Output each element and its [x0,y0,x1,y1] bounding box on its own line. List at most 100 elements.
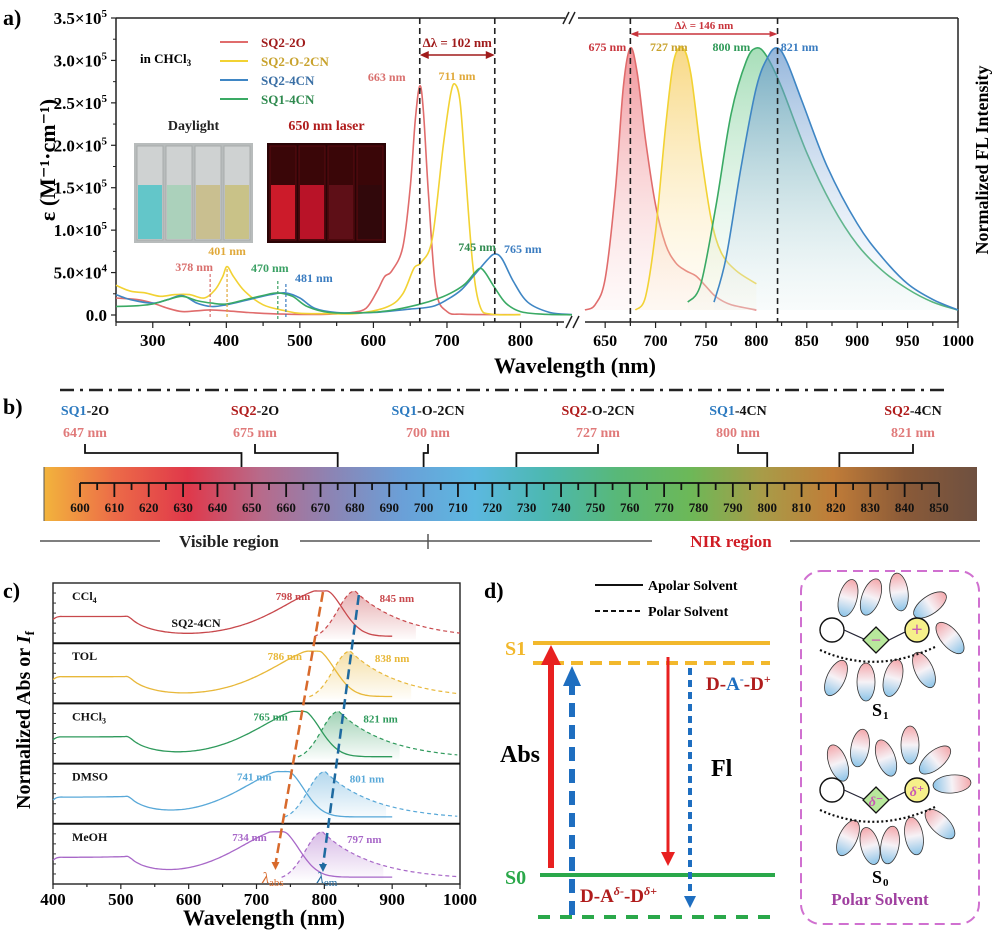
compound-wavelength: 800 nm [716,426,760,441]
acceptor-diamond [862,626,890,654]
region-labels: Visible region NIR region [40,532,980,551]
c-x-tick-label: 400 [40,890,66,909]
solvatochromism-plot: CCl4 798 nm 845 nm SQ2-4CN TOL 786 nm 838 nm CH… [40,582,477,909]
c-x-tick-label: 800 [312,890,338,909]
x-tick-label: 750 [694,333,718,350]
dipole-ellipse [837,579,859,617]
acceptor-charge: − [871,630,881,650]
dipole-ellipse [918,745,952,775]
marker-connector [515,444,599,467]
legend-label: SQ1-4CN [261,92,315,107]
right-x-axis: 650 700 750 800 850 900 950 1000 [593,322,974,350]
s1-label: S1 [505,638,526,660]
marker-connector [422,444,429,467]
emission-shift-label: Δλ = 146 nm [675,20,734,32]
panel-a-label: a) [3,5,21,30]
ground-species: D-Aδ--Dδ+ [580,884,657,907]
x-tick-label: 800 [508,331,534,350]
y-axis-label-right: Normalized FL Intensity [972,66,992,255]
emission-fill-chcl3 [297,711,400,760]
emission-curve-sq2-4cn [713,47,959,311]
emission-fill-sq2-4cn [714,47,958,311]
x-tick-label: 1000 [942,333,974,350]
compound-name: SQ1-4CN [709,404,767,419]
legend-label: SQ2-2O [261,35,306,50]
solvent-dipole [882,659,904,697]
dipole-ellipse [900,725,920,765]
emission-peak-label: 727 nm [650,40,688,54]
s0-label: S0 [505,867,526,889]
absorption-peak-label: 745 nm [458,240,496,254]
x-tick-label: 700 [434,331,460,350]
absorption-peak-label: 798 nm [276,591,311,603]
scale-tick-label: 850 [929,500,949,515]
emission-fill-tol [309,651,412,700]
vial-solution [167,185,191,239]
solvent-dipole [918,745,952,775]
legend: SQ2-2O SQ2-O-2CN SQ2-4CN SQ1-4CN [220,35,330,107]
absorption-peak-label: 663 nm [368,70,406,84]
solvent-dipole [880,825,900,865]
scale-tick-label: 680 [345,500,365,515]
panel-b: b) 600 610 620 630 640 650 660 670 680 690 700 710 7… [3,388,980,551]
solvent-note: in CHCl3 [140,51,192,68]
donor-circle-left [819,777,845,803]
polar-solvent-box [800,570,980,925]
panel-a: a) 0.0 5.0×104 1.0×105 1.5×105 2.0×105 2.5×10… [3,5,992,378]
solvent-dipole [859,578,883,616]
absorption-peak-label: 734 nm [232,832,267,844]
y-tick-label: 1.0×105 [54,220,108,240]
solvent-dipole [856,662,876,702]
panel-c: c) CCl4 798 nm 845 nm SQ2-4CN TOL 786 nm 838 n… [3,578,477,930]
scale-tick-label: 710 [448,500,468,515]
scale-tick-label: 790 [723,500,743,515]
absorption-peak-label: 765 nm [253,711,288,723]
compound-wavelength: 675 nm [233,426,277,441]
donor-circle-left [819,617,845,643]
x-tick-label: 400 [214,331,240,350]
vial-solution [271,185,295,239]
scale-tick-label: 690 [379,500,399,515]
emission-fill-dmso [284,771,387,820]
abs-trend-arrowhead [271,862,280,870]
absorption-shift-label: Δλ = 102 nm [423,35,492,50]
abs-polar-arrowhead [563,666,581,686]
emission-peak-label: 675 nm [589,40,627,54]
x-tick-label: 700 [644,333,668,350]
s1-state-subscript: 1 [883,710,889,722]
solvent-dipole [850,728,870,768]
arrowhead [485,51,495,59]
solvent-dipole [900,725,920,765]
abs-trend-line [274,591,325,865]
absorption-peak-label: 786 nm [268,651,303,663]
c-x-tick-label: 700 [244,890,270,909]
inset-photos: Daylight 650 nm laser [134,119,386,243]
solvent-dipole [837,579,859,617]
solvent-dipole [859,827,881,865]
compound-wavelength: 727 nm [576,426,620,441]
solvent-label: DMSO [72,770,108,784]
x-tick-label: 800 [744,333,768,350]
c-x-tick-label: 500 [108,890,134,909]
y-tick-label: 0.0 [86,306,107,325]
solvent-dipole [889,572,909,612]
arrowhead [630,31,639,37]
solvent-dipole [932,774,972,794]
absorption-peak-label: 401 nm [208,244,246,258]
y-axis-label-left: ε (M⁻¹·cm⁻¹) [35,99,60,221]
solvation-illustration: − +S 1δ⁻δ⁺S 0 [819,572,972,889]
vial-solution [225,185,249,239]
solvent-dipole [826,744,850,782]
dipole-ellipse [824,659,848,697]
em-trend-line [321,594,361,867]
absorption-curve-sq1-4cn [115,267,573,316]
x-tick-label: 900 [845,333,869,350]
scale-tick-label: 610 [105,500,125,515]
fl-polar-arrowhead [684,896,696,908]
arrowhead [419,51,429,59]
emission-series [584,46,959,311]
y-tick-label: 3.0×105 [54,50,108,70]
y-tick-label: 3.5×105 [54,8,108,28]
solvent-label: CCl4 [72,589,97,605]
scale-tick-label: 740 [551,500,571,515]
